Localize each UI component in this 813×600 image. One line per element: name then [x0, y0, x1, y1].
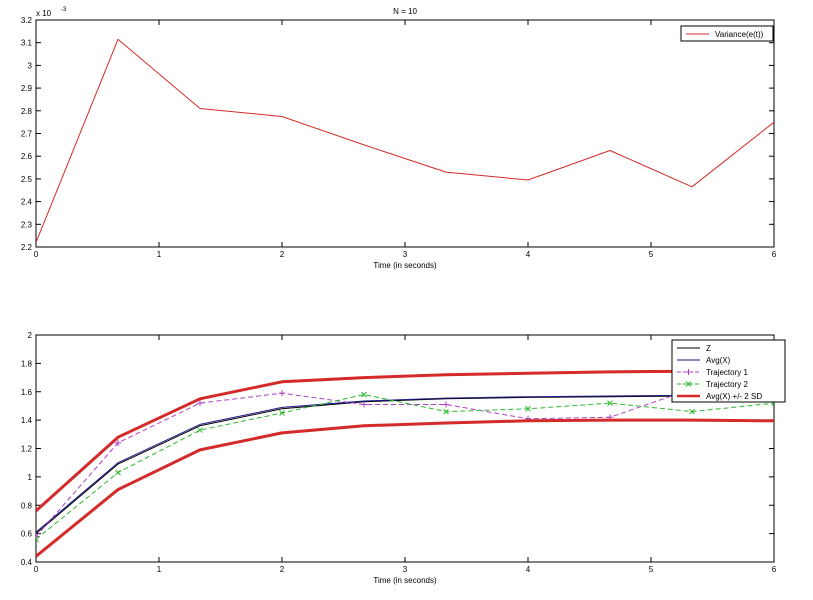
legend-label: Trajectory 2 [706, 380, 748, 389]
legend-label: Variance(e(t)) [715, 30, 764, 39]
axes-box [35, 334, 775, 563]
data-point [442, 401, 449, 408]
x-tick-label: 3 [403, 565, 408, 574]
series-lower-band [36, 418, 774, 558]
data-point [361, 391, 367, 398]
y-tick-label: 3.2 [21, 16, 33, 25]
data-point [115, 469, 121, 476]
legend-item: Avg(X) [677, 356, 731, 365]
data-point [443, 408, 449, 415]
series-z [36, 395, 774, 534]
series-line [36, 38, 774, 243]
x-tick-label: 4 [526, 565, 531, 574]
legend-label: Avg(X) [706, 356, 731, 365]
y-tick-label: 3 [28, 61, 33, 70]
series-line [36, 395, 774, 534]
chart-title: N = 10 [393, 7, 417, 16]
series-variance-e-t- [36, 38, 774, 243]
y-tick-label: 1.4 [21, 416, 33, 425]
data-point [689, 408, 695, 415]
data-point [196, 400, 203, 407]
legend: Variance(e(t)) [680, 25, 774, 42]
x-tick-label: 5 [649, 250, 654, 259]
series-trajectory-2 [36, 391, 774, 543]
y-tick-label: 2.5 [21, 175, 33, 184]
y-tick-label: 0.4 [21, 558, 33, 567]
y-tick-label: 1.8 [21, 359, 33, 368]
series-avg-x-2-sd [36, 369, 774, 513]
data-point [36, 536, 39, 543]
x-tick-label: 1 [157, 565, 162, 574]
legend-marker [685, 381, 692, 387]
legend-label: Z [706, 344, 711, 353]
y-tick-label: 0.8 [21, 501, 33, 510]
y-tick-label: 2.8 [21, 107, 33, 116]
y-tick-label: 2.9 [21, 84, 33, 93]
y-tick-label: 0.6 [21, 530, 33, 539]
x-tick-label: 2 [280, 565, 285, 574]
data-point [607, 400, 613, 406]
data-point [197, 427, 203, 433]
data-point [279, 390, 285, 397]
chart-2: 0 1 2 3 4 5 6 0.4 0.6 0.8 1 1.2 1.4 1.6 1.8 2 Time (in s… [21, 331, 786, 585]
x-tick-label: 5 [649, 565, 654, 574]
data-point [115, 439, 122, 446]
y-tick-label: 2.7 [21, 130, 33, 139]
series-avg-x- [36, 394, 774, 533]
legend-item: Variance(e(t)) [686, 30, 764, 39]
legend-box [680, 25, 774, 42]
y-exponent: x 10 [36, 9, 52, 18]
legend-marker [685, 369, 692, 375]
legend: Z Avg(X) Trajectory 1 Trajectory 2 Avg(X) +/… [671, 339, 786, 403]
x-tick-label: 6 [772, 565, 777, 574]
data-point [525, 405, 531, 412]
legend-item: Z [677, 344, 711, 353]
plot-area [36, 369, 774, 558]
y-exponent-power: -3 [61, 7, 67, 13]
x-tick-label: 1 [157, 250, 162, 259]
y-tick-label: 1.2 [21, 445, 33, 454]
y-tick-label: 2.3 [21, 220, 33, 229]
legend-item: Trajectory 2 [677, 380, 748, 389]
legend-label: Avg(X) +/- 2 SD [706, 392, 762, 401]
series-line [36, 387, 774, 537]
x-tick-label: 3 [403, 250, 408, 259]
data-point [279, 410, 285, 416]
y-tick-label: 3.1 [21, 39, 33, 48]
axes-box [35, 19, 775, 248]
legend-box [671, 339, 786, 403]
y-tick-label: 2.4 [21, 198, 33, 207]
x-tick-label: 2 [280, 250, 285, 259]
data-point [36, 533, 39, 540]
x-tick-label: 0 [34, 250, 39, 259]
legend-item: Avg(X) +/- 2 SD [677, 392, 762, 401]
x-tick-label: 4 [526, 250, 531, 259]
series-line [36, 394, 774, 533]
chart-1: 0 1 2 3 4 5 6 2.2 2.3 2.4 2.5 2.6 2.7 2.8 2.9 3 3.1 3.2 Ti… [21, 7, 777, 270]
y-tick-label: 1 [28, 473, 33, 482]
y-tick-label: 1.6 [21, 388, 33, 397]
y-tick-label: 2 [28, 331, 33, 340]
plot-area [36, 38, 774, 243]
x-axis-label: Time (in seconds) [373, 261, 437, 270]
x-tick-label: 0 [34, 565, 39, 574]
x-tick-label: 6 [772, 250, 777, 259]
x-axis-label: Time (in seconds) [373, 576, 437, 585]
data-point [361, 401, 368, 408]
legend-item: Trajectory 1 [677, 368, 748, 377]
legend-label: Trajectory 1 [706, 368, 748, 377]
y-tick-label: 2.6 [21, 152, 33, 161]
series-line [36, 418, 774, 558]
series-line [36, 369, 774, 513]
y-tick-label: 2.2 [21, 243, 33, 252]
